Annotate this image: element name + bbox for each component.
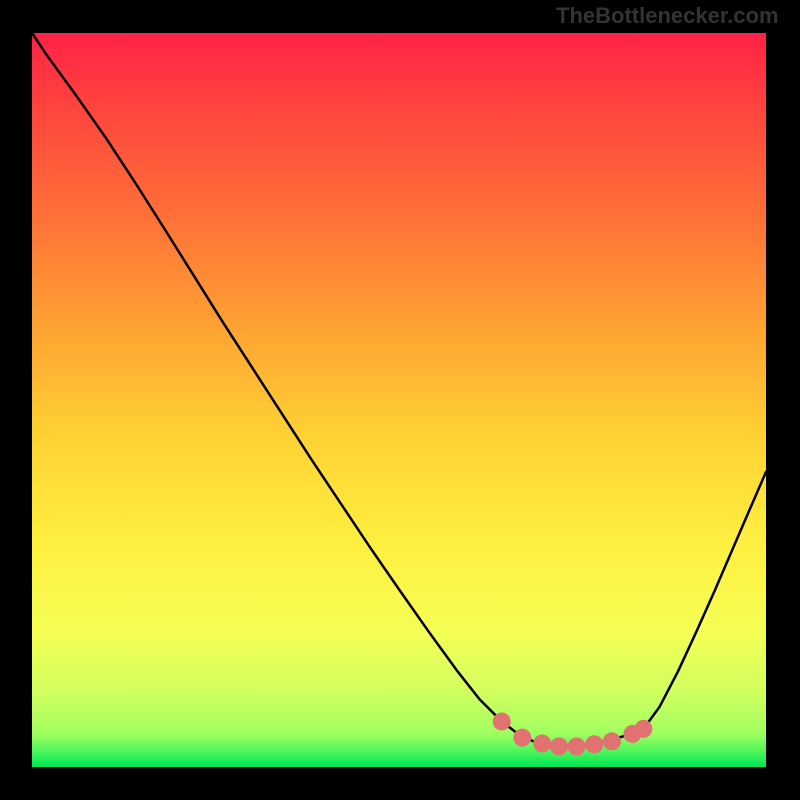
chart-stage: TheBottlenecker.com	[0, 0, 800, 800]
watermark-text: TheBottlenecker.com	[556, 3, 779, 29]
optimal-marker	[568, 737, 586, 755]
optimal-marker	[634, 720, 652, 738]
optimal-marker	[603, 732, 621, 750]
optimal-marker	[550, 737, 568, 755]
optimal-marker	[493, 712, 511, 730]
optimal-marker	[533, 735, 551, 753]
optimal-marker	[585, 735, 603, 753]
bottleneck-chart	[0, 0, 800, 800]
plot-background	[32, 33, 766, 767]
optimal-marker	[513, 729, 531, 747]
